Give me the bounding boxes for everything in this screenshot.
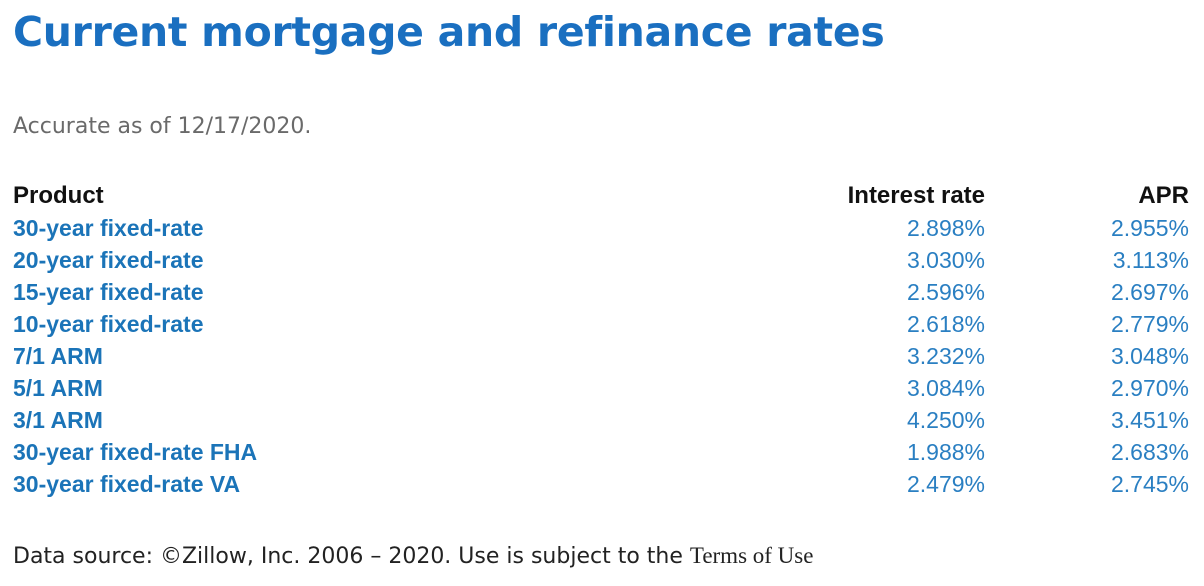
interest-rate-value: 2.479% (906, 471, 985, 497)
table-row: 15-year fixed-rate 2.596% 2.697% (13, 276, 1189, 308)
table-row: 10-year fixed-rate 2.618% 2.779% (13, 308, 1189, 340)
table-row: 5/1 ARM 3.084% 2.970% (13, 372, 1189, 404)
apr-value: 3.048% (1110, 343, 1189, 369)
header-apr: APR (1138, 182, 1189, 209)
table-row: 30-year fixed-rate 2.898% 2.955% (13, 212, 1189, 244)
data-source-text: Data source: ©Zillow, Inc. 2006 – 2020. … (13, 544, 683, 569)
product-name: 30-year fixed-rate FHA (13, 439, 258, 465)
header-interest-rate: Interest rate (847, 182, 985, 209)
interest-rate-value: 1.988% (906, 439, 985, 465)
table-row: 3/1 ARM 4.250% 3.451% (13, 404, 1189, 436)
table-row: 20-year fixed-rate 3.030% 3.113% (13, 244, 1189, 276)
product-name: 5/1 ARM (13, 375, 103, 401)
header-product: Product (13, 182, 104, 209)
interest-rate-value: 3.084% (906, 375, 985, 401)
product-name: 7/1 ARM (13, 343, 103, 369)
apr-value: 2.779% (1110, 311, 1189, 337)
apr-value: 2.970% (1110, 375, 1189, 401)
product-name: 30-year fixed-rate VA (13, 471, 241, 497)
interest-rate-value: 2.596% (906, 279, 985, 305)
interest-rate-value: 3.232% (906, 343, 985, 369)
interest-rate-value: 2.618% (906, 311, 985, 337)
apr-value: 3.113% (1112, 247, 1189, 273)
table-row: 30-year fixed-rate FHA 1.988% 2.683% (13, 436, 1189, 468)
table-header-row: Product Interest rate APR (13, 180, 1189, 212)
data-source-footer: Data source: ©Zillow, Inc. 2006 – 2020. … (13, 543, 813, 569)
interest-rate-value: 2.898% (906, 215, 985, 241)
apr-value: 2.745% (1110, 471, 1189, 497)
page-title: Current mortgage and refinance rates (13, 8, 885, 56)
apr-value: 3.451% (1110, 407, 1189, 433)
product-name: 3/1 ARM (13, 407, 103, 433)
accuracy-date-note: Accurate as of 12/17/2020. (13, 114, 312, 139)
apr-value: 2.683% (1110, 439, 1189, 465)
table-row: 30-year fixed-rate VA 2.479% 2.745% (13, 468, 1189, 500)
rates-table: Product Interest rate APR 30-year fixed-… (13, 180, 1189, 500)
interest-rate-value: 4.250% (906, 407, 985, 433)
apr-value: 2.955% (1110, 215, 1189, 241)
terms-of-use-link[interactable]: Terms of Use (689, 543, 814, 568)
interest-rate-value: 3.030% (906, 247, 985, 273)
product-name: 20-year fixed-rate (13, 247, 204, 273)
product-name: 30-year fixed-rate (13, 215, 204, 241)
apr-value: 2.697% (1110, 279, 1189, 305)
table-row: 7/1 ARM 3.232% 3.048% (13, 340, 1189, 372)
product-name: 15-year fixed-rate (13, 279, 204, 305)
product-name: 10-year fixed-rate (13, 311, 204, 337)
